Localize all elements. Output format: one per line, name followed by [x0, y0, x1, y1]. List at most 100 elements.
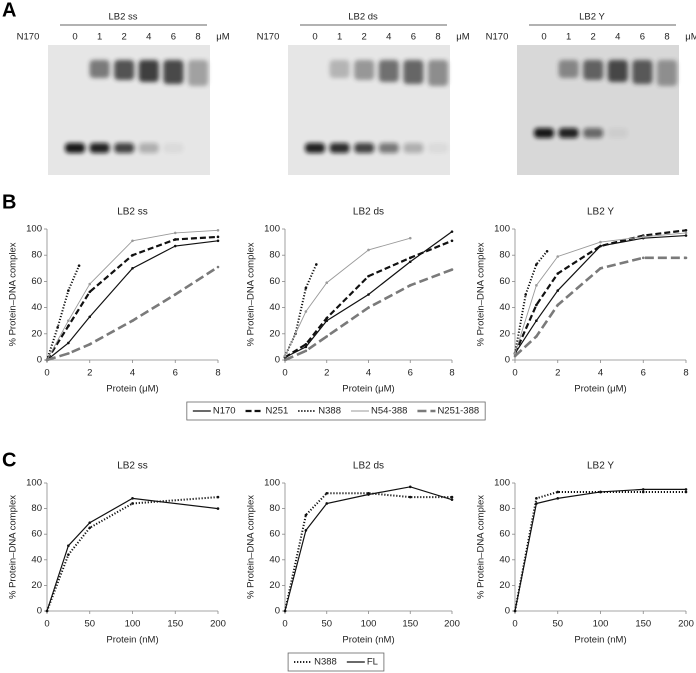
- data-point: [408, 495, 412, 499]
- series-line: [46, 265, 219, 362]
- x-tick-label: 6: [408, 368, 413, 379]
- x-tick-label: 2: [324, 368, 329, 379]
- gel-band: [65, 143, 85, 153]
- gel-band: [163, 143, 184, 153]
- x-tick-label: 150: [402, 619, 418, 630]
- series-line: [46, 235, 219, 361]
- legend-label: N388: [314, 657, 337, 668]
- gel-band: [114, 143, 135, 153]
- y-tick-label: 20: [31, 580, 42, 591]
- y-tick-label: 0: [275, 355, 280, 366]
- series-line: [284, 268, 453, 362]
- x-axis-label: Protein (nM): [574, 635, 626, 646]
- gel-band: [329, 143, 350, 153]
- data-point: [556, 490, 560, 494]
- gel-band: [138, 143, 159, 153]
- gel-band: [403, 143, 424, 153]
- series: [45, 239, 220, 362]
- x-tick-label: 50: [552, 619, 563, 630]
- series: [45, 497, 220, 613]
- series: [283, 239, 454, 359]
- data-point: [599, 240, 602, 244]
- data-point: [67, 319, 70, 323]
- data-point: [304, 286, 308, 290]
- series-line: [46, 229, 219, 361]
- y-axis-label: % Protein–DNA complex: [476, 242, 487, 346]
- data-point: [535, 319, 538, 323]
- x-tick-label: 6: [641, 368, 646, 379]
- data-point: [88, 521, 92, 524]
- legend-label: FL: [367, 657, 378, 668]
- data-point: [216, 229, 220, 232]
- gel-band: [329, 60, 350, 78]
- data-point: [535, 502, 538, 505]
- data-point: [173, 238, 177, 241]
- legend: N388 FL: [287, 652, 385, 672]
- data-point: [56, 325, 59, 329]
- x-tick-label: 0: [512, 619, 517, 630]
- series: [283, 263, 318, 358]
- y-tick-label: 80: [499, 250, 510, 261]
- series: [513, 231, 688, 355]
- gel-band: [305, 143, 325, 153]
- y-tick-label: 40: [499, 554, 510, 565]
- data-point: [325, 281, 329, 285]
- x-tick-label: 50: [321, 619, 332, 630]
- data-point: [367, 248, 370, 252]
- y-axis-label: % Protein–DNA complex: [8, 495, 19, 599]
- series-line: [514, 232, 687, 354]
- y-tick-label: 40: [269, 302, 280, 313]
- y-tick-label: 100: [26, 224, 42, 235]
- series-line: [46, 496, 219, 612]
- gel-lane-label: 2: [362, 32, 367, 43]
- gel-band: [378, 143, 399, 153]
- series: [513, 490, 688, 613]
- series-line: [46, 240, 219, 361]
- data-point: [684, 234, 688, 237]
- x-tick-label: 8: [449, 368, 454, 379]
- gel-image: [517, 45, 679, 175]
- data-point: [556, 272, 560, 275]
- data-point: [131, 319, 134, 323]
- gel-band: [89, 60, 110, 78]
- gel-image: [48, 45, 210, 175]
- data-point: [684, 488, 688, 491]
- x-tick-label: 100: [593, 619, 609, 630]
- y-tick-label: 60: [31, 529, 42, 540]
- data-point: [524, 293, 527, 296]
- gel-lane-label: 4: [386, 32, 391, 43]
- gel-lane-label: 4: [146, 32, 151, 43]
- series-line: [284, 237, 411, 357]
- data-point: [325, 502, 329, 505]
- y-tick-label: 100: [264, 478, 280, 489]
- x-tick-label: 0: [44, 368, 49, 379]
- gel-image: [288, 45, 450, 175]
- y-tick-label: 80: [269, 503, 280, 514]
- data-point: [325, 491, 329, 495]
- gel-band: [163, 60, 184, 84]
- gel-lane-label: 8: [195, 32, 200, 43]
- y-tick-label: 0: [37, 355, 42, 366]
- gel-lane-label: 6: [171, 32, 176, 43]
- data-point: [556, 255, 560, 258]
- series: [283, 491, 454, 613]
- y-tick-label: 40: [31, 554, 42, 565]
- gel-lane-label: 0: [72, 32, 77, 43]
- chart-title: LB2 ss: [117, 207, 148, 218]
- data-point: [535, 303, 538, 307]
- gel-lane-label: 0: [312, 32, 317, 43]
- gel-band: [607, 128, 628, 138]
- chart-title: LB2 ss: [117, 461, 148, 472]
- x-tick-label: 0: [282, 619, 287, 630]
- series-line: [284, 239, 453, 359]
- gel-band: [354, 143, 375, 153]
- gel-lane-label: 8: [664, 32, 669, 43]
- y-tick-label: 0: [505, 606, 510, 617]
- y-axis-label: % Protein–DNA complex: [8, 242, 19, 346]
- chart-title: LB2 Y: [587, 207, 614, 218]
- y-axis-label: % Protein–DNA complex: [246, 495, 257, 599]
- data-point: [513, 609, 517, 613]
- series-line: [46, 265, 80, 361]
